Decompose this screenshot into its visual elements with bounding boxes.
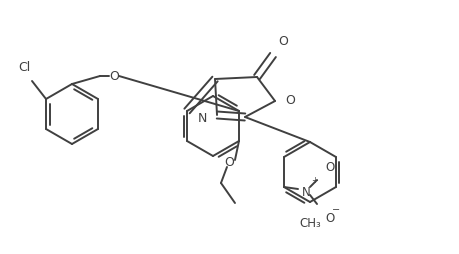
Text: O: O bbox=[285, 93, 294, 106]
Text: O: O bbox=[325, 211, 334, 224]
Text: O: O bbox=[325, 160, 334, 173]
Text: Cl: Cl bbox=[18, 61, 30, 74]
Text: O: O bbox=[224, 155, 234, 168]
Text: O: O bbox=[277, 35, 287, 48]
Text: −: − bbox=[331, 204, 339, 214]
Text: N: N bbox=[301, 185, 310, 198]
Text: N: N bbox=[197, 111, 207, 124]
Text: O: O bbox=[109, 70, 119, 83]
Text: CH₃: CH₃ bbox=[298, 216, 320, 229]
Text: +: + bbox=[310, 175, 317, 184]
